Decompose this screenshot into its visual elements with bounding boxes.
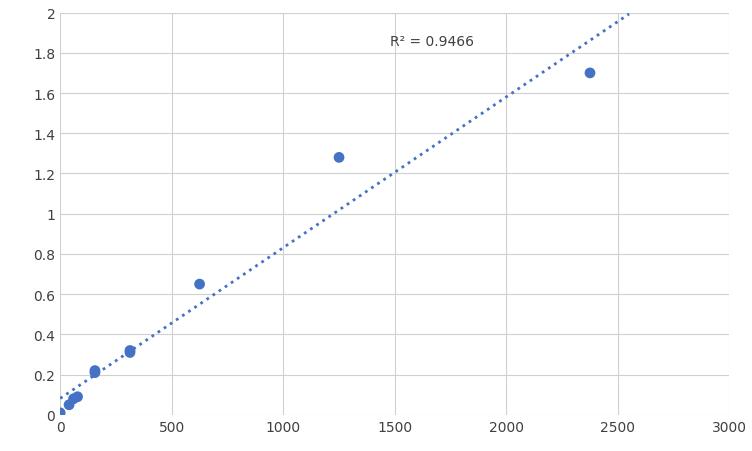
Point (54, 410, 66, 417)
Point (584, 70, 596, 78)
Text: R² = 0.9466: R² = 0.9466 (390, 35, 475, 49)
Point (333, 154, 345, 161)
Point (63, 401, 75, 409)
Point (89, 369, 101, 377)
Point (124, 349, 136, 356)
Point (193, 281, 205, 288)
Point (124, 347, 136, 354)
Point (89, 367, 101, 374)
Point (71, 393, 83, 400)
Point (68, 395, 80, 402)
